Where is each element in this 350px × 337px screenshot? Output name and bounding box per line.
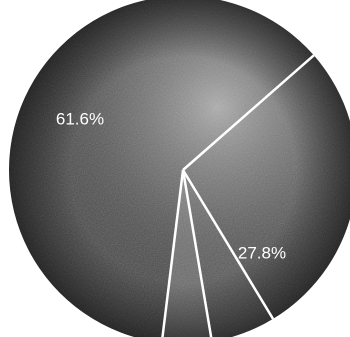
pie-texture-overlay: [9, 0, 350, 337]
slice-separators: [161, 54, 315, 337]
slice-label-2: 27.8%: [238, 243, 286, 262]
slice-label-1: 61.6%: [56, 109, 104, 128]
slice-separator-1: [161, 169, 185, 337]
slice-separator-2: [182, 54, 315, 171]
slice-labels: 61.6% 27.8%: [56, 109, 286, 262]
pie-edge-shade: [9, 0, 350, 337]
slice-separator-4: [181, 169, 213, 337]
slice-separator-3: [181, 169, 275, 320]
